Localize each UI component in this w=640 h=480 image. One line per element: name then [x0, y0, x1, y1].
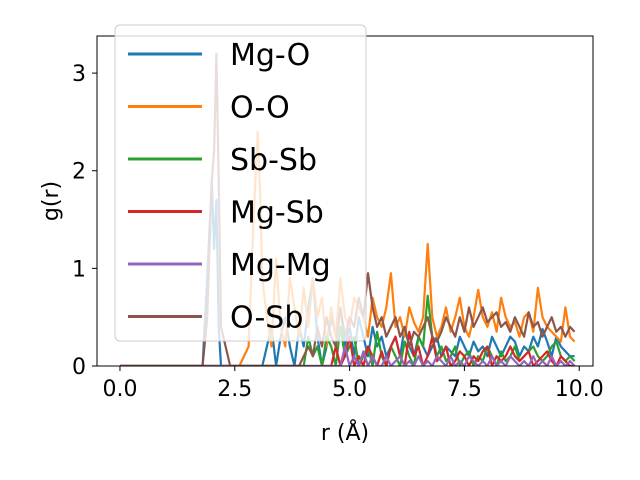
y-axis-ticks: 0 1 2 3 — [72, 62, 97, 380]
series-line-mg-mg — [120, 345, 576, 366]
legend-label-sb-sb: Sb-Sb — [230, 143, 317, 178]
legend-label-mg-mg: Mg-Mg — [230, 248, 331, 283]
x-tick-label: 5.0 — [332, 377, 367, 402]
legend-label-o-o: O-O — [230, 91, 290, 126]
y-tick-label: 0 — [72, 355, 86, 380]
legend-box — [114, 24, 367, 342]
y-tick-label: 3 — [72, 62, 86, 87]
series-line-mg-sb — [120, 330, 575, 366]
y-axis-label: g(r) — [39, 181, 64, 221]
x-tick-label: 7.5 — [447, 377, 482, 402]
x-tick-label: 2.5 — [217, 377, 252, 402]
x-tick-label: 10.0 — [555, 377, 604, 402]
legend-label-mg-o: Mg-O — [230, 38, 310, 73]
series-line-o-sb — [120, 52, 576, 366]
legend-label-o-sb: O-Sb — [230, 301, 303, 336]
x-axis-ticks: 0.0 2.5 5.0 7.5 10.0 — [102, 366, 604, 402]
y-tick-label: 2 — [72, 160, 86, 185]
legend-label-mg-sb: Mg-Sb — [230, 196, 324, 231]
y-tick-label: 1 — [72, 257, 86, 282]
x-axis-label: r (Å) — [321, 419, 369, 446]
x-tick-label: 0.0 — [102, 377, 137, 402]
legend: Mg-O O-O Sb-Sb Mg-Sb Mg-Mg O-Sb — [114, 24, 367, 342]
